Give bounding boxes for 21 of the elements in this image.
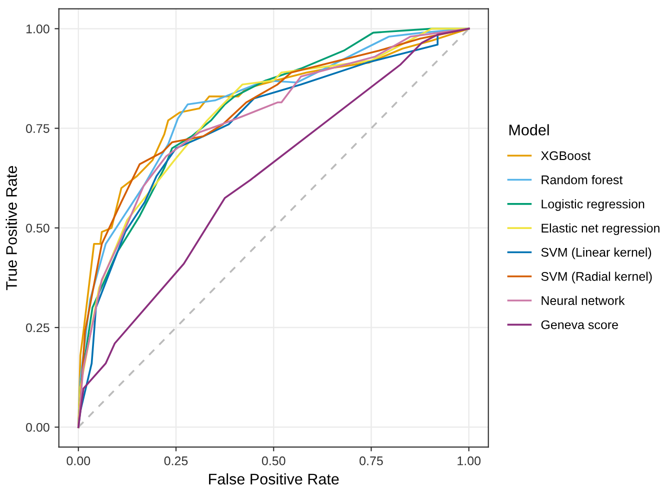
y-tick-label: 0.00 xyxy=(26,422,50,432)
legend-label: XGBoost xyxy=(540,151,591,160)
x-tick-label: 0.75 xyxy=(360,456,383,466)
legend-label: SVM (Radial kernel) xyxy=(541,272,652,284)
x-tick-label: 1.00 xyxy=(458,456,481,466)
x-tick-label: 0.25 xyxy=(164,456,188,466)
legend-label: Neural network xyxy=(542,296,625,306)
x-axis-title: False Positive Rate xyxy=(209,473,339,485)
legend-label: SVM (Linear kernel) xyxy=(541,248,652,260)
y-tick-label: 0.25 xyxy=(26,323,50,332)
x-tick-label: 0.50 xyxy=(262,456,286,466)
legend-label: Elastic net regression xyxy=(542,223,660,236)
y-axis-title: True Positive Rate xyxy=(6,166,17,290)
legend-title: Model xyxy=(509,124,549,136)
legend-label: Logistic regression xyxy=(542,199,644,211)
legend-label: Geneva score xyxy=(541,320,618,330)
x-tick-label: 0.00 xyxy=(66,456,90,466)
legend-label: Random forest xyxy=(542,175,623,184)
y-tick-label: 0.75 xyxy=(26,124,50,133)
y-tick-label: 1.00 xyxy=(26,24,50,34)
y-tick-label: 0.50 xyxy=(26,224,50,233)
